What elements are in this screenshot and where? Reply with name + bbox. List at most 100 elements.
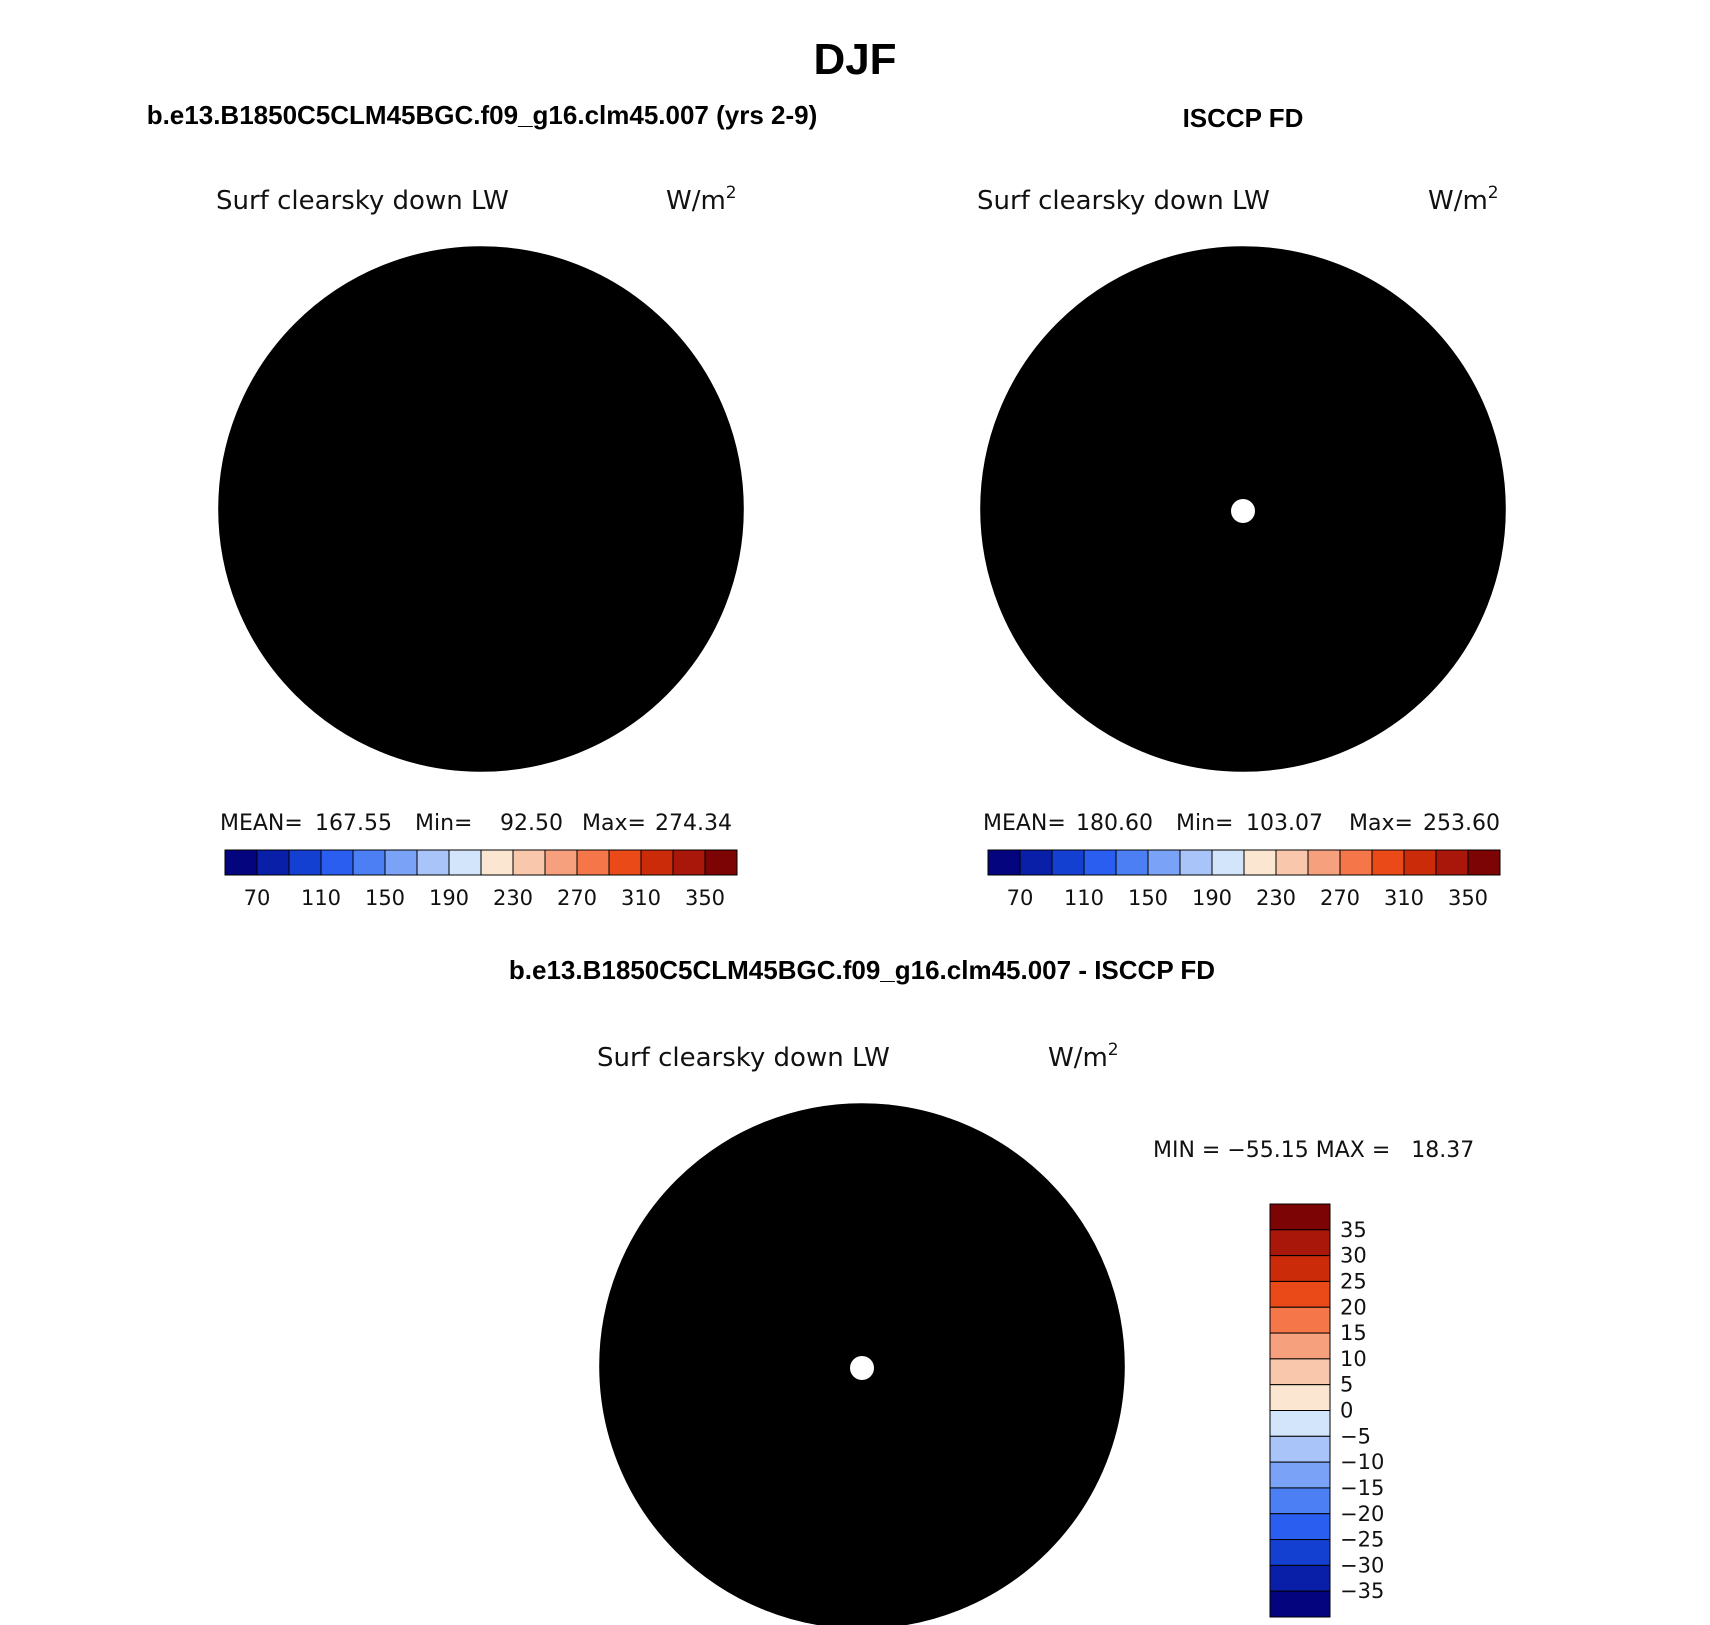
diff-variable-label: Surf clearsky down LW xyxy=(597,1043,890,1073)
obs-min-value: 103.07 xyxy=(1246,811,1323,836)
diff-colorbar-tick-label: 15 xyxy=(1340,1321,1367,1345)
diff-colorbar-box xyxy=(1269,1461,1331,1489)
model-colorbar-box xyxy=(608,849,642,876)
diff-colorbar-tick-label: −5 xyxy=(1340,1424,1371,1448)
model-colorbar-box xyxy=(384,849,418,876)
obs-colorbar-box xyxy=(1371,849,1405,876)
model-colorbar-box xyxy=(320,849,354,876)
obs-colorbar-box xyxy=(1147,849,1181,876)
obs-colorbar-box xyxy=(1467,849,1501,876)
diff-colorbar-tick-label: −30 xyxy=(1340,1553,1384,1577)
obs-mean-value: 180.60 xyxy=(1076,811,1153,836)
model-colorbar-box xyxy=(288,849,322,876)
obs-units-label: W/m2 xyxy=(1428,183,1499,216)
model-colorbar-box xyxy=(224,849,258,876)
model-colorbar-box xyxy=(704,849,738,876)
obs-max-value: 253.60 xyxy=(1423,811,1500,836)
model-map-border xyxy=(218,246,744,772)
model-colorbar-box xyxy=(416,849,450,876)
diff-colorbar-box xyxy=(1269,1203,1331,1231)
diff-colorbar-tick-label: −25 xyxy=(1340,1528,1384,1552)
obs-colorbar-box xyxy=(1403,849,1437,876)
obs-colorbar-tick-label: 150 xyxy=(1128,886,1168,910)
diff-units-label: W/m2 xyxy=(1048,1040,1119,1073)
obs-colorbar-box xyxy=(1275,849,1309,876)
obs-colorbar-tick-label: 270 xyxy=(1320,886,1360,910)
obs-mean-label: MEAN= xyxy=(983,811,1066,836)
diff-colorbar-box xyxy=(1269,1280,1331,1308)
model-colorbar-tick-label: 190 xyxy=(429,886,469,910)
model-min-label: Min= xyxy=(415,811,472,836)
obs-colorbar-tick-label: 190 xyxy=(1192,886,1232,910)
model-colorbar-box xyxy=(256,849,290,876)
diff-colorbar-tick-label: −15 xyxy=(1340,1476,1384,1500)
model-variable-label: Surf clearsky down LW xyxy=(216,186,509,216)
diff-colorbar-box xyxy=(1269,1590,1331,1618)
diff-map-panel: Surf clearsky down LW W/m2 MIN = −55.15 … xyxy=(597,1040,1474,1625)
obs-colorbar-box xyxy=(1115,849,1149,876)
diff-colorbar-tick-label: 20 xyxy=(1340,1295,1367,1319)
obs-colorbar-tick-label: 110 xyxy=(1064,886,1104,910)
diff-colorbar-tick-label: 35 xyxy=(1340,1218,1367,1242)
obs-colorbar-box xyxy=(1243,849,1277,876)
model-units-label: W/m2 xyxy=(666,183,737,216)
model-colorbar-tick-label: 310 xyxy=(621,886,661,910)
model-mean-label: MEAN= xyxy=(220,811,303,836)
diff-colorbar-box xyxy=(1269,1358,1331,1386)
diff-colorbar-tick-label: 30 xyxy=(1340,1244,1367,1268)
obs-colorbar-box xyxy=(987,849,1021,876)
model-colorbar-box xyxy=(640,849,674,876)
model-colorbar-tick-label: 230 xyxy=(493,886,533,910)
diff-pole-missing-data xyxy=(850,1356,874,1380)
obs-colorbar-tick-label: 350 xyxy=(1448,886,1488,910)
model-coastline xyxy=(256,289,722,745)
obs-panel-title: ISCCP FD xyxy=(1183,103,1304,133)
obs-variable-label: Surf clearsky down LW xyxy=(977,186,1270,216)
obs-colorbar-tick-label: 310 xyxy=(1384,886,1424,910)
model-max-label: Max= xyxy=(582,811,646,836)
obs-map-border xyxy=(980,246,1506,772)
model-colorbar-tick-label: 70 xyxy=(244,886,271,910)
diff-colorbar-box xyxy=(1269,1410,1331,1437)
model-stats: MEAN= 167.55 Min= 92.50 Max= 274.34 xyxy=(220,811,732,836)
obs-colorbar-box xyxy=(1083,849,1117,876)
obs-map xyxy=(981,247,1505,771)
model-map-panel: Surf clearsky down LW W/m2 MEAN= 167.55 … xyxy=(216,183,744,910)
model-colorbar-box xyxy=(352,849,386,876)
diff-colorbar-box xyxy=(1269,1435,1331,1463)
diff-min-max: MIN = −55.15 MAX = 18.37 xyxy=(1153,1138,1474,1163)
model-colorbar-tick-label: 150 xyxy=(365,886,405,910)
diff-colorbar-tick-label: 5 xyxy=(1340,1373,1353,1397)
diff-colorbar-box xyxy=(1269,1306,1331,1334)
model-map xyxy=(219,247,743,771)
diff-map xyxy=(600,1104,1124,1625)
diff-colorbar-box xyxy=(1269,1255,1331,1282)
diff-colorbar-box xyxy=(1269,1384,1331,1411)
diff-map-border xyxy=(599,1103,1125,1625)
diff-colorbar-tick-label: 10 xyxy=(1340,1347,1367,1371)
model-colorbar-box xyxy=(480,849,514,876)
obs-colorbar-tick-label: 230 xyxy=(1256,886,1296,910)
obs-max-label: Max= xyxy=(1349,811,1413,836)
model-colorbar-tick-label: 270 xyxy=(557,886,597,910)
obs-colorbar: 70 110 150 190 230 270 310 350 xyxy=(987,849,1501,910)
model-colorbar-box xyxy=(448,849,482,876)
model-colorbar: 70 110 150 190 230 270 310 350 xyxy=(224,849,738,910)
model-panel-title: b.e13.B1850C5CLM45BGC.f09_g16.clm45.007 … xyxy=(147,100,818,130)
diff-colorbar-box xyxy=(1269,1229,1331,1257)
model-colorbar-box xyxy=(576,849,610,876)
obs-colorbar-box xyxy=(1339,849,1373,876)
diff-colorbar-box xyxy=(1269,1332,1331,1360)
model-max-value: 274.34 xyxy=(655,811,732,836)
obs-colorbar-box xyxy=(1019,849,1053,876)
obs-colorbar-box xyxy=(1179,849,1213,876)
diff-colorbar-tick-label: −10 xyxy=(1340,1450,1384,1474)
obs-colorbar-tick-label: 70 xyxy=(1007,886,1034,910)
diff-panel-title: b.e13.B1850C5CLM45BGC.f09_g16.clm45.007 … xyxy=(509,955,1215,985)
diff-colorbar-tick-label: −35 xyxy=(1340,1579,1384,1603)
obs-colorbar-box xyxy=(1051,849,1085,876)
model-mean-value: 167.55 xyxy=(315,811,392,836)
figure-title: DJF xyxy=(813,35,896,84)
